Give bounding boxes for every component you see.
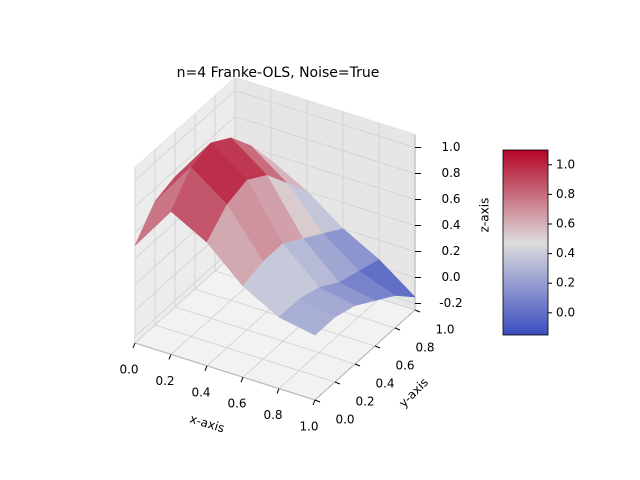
colorbar-tick-label: 0.0 (556, 305, 575, 319)
x-tick (312, 399, 316, 406)
grid-line (134, 342, 316, 401)
grid-line (154, 324, 336, 383)
y-tick (394, 327, 401, 331)
x-tick-label: 0.2 (155, 374, 174, 388)
x-tick-label: 0.0 (119, 363, 138, 377)
grid-line (134, 246, 236, 337)
y-tick (354, 363, 361, 367)
x-tick (132, 342, 136, 349)
colorbar (502, 149, 549, 336)
grid-line (134, 116, 236, 207)
chart-title: n=4 Franke-OLS, Noise=True (177, 65, 380, 81)
colorbar-tick-label: 0.6 (556, 217, 575, 231)
y-tick (314, 399, 321, 403)
z-axis-label: z-axis (478, 198, 492, 233)
x-tick (240, 377, 244, 383)
surface-patch (278, 298, 336, 336)
x-tick-label: 1.0 (299, 420, 318, 434)
x-tick-label: 0.4 (191, 385, 210, 399)
grid-line (234, 90, 416, 148)
y-axis-label: y-axis (396, 375, 431, 410)
axis-labels: 0.00.20.40.60.81.0 0.00.20.40.60.81.0-0.2… (119, 140, 491, 435)
colorbar-tick-label: 0.8 (556, 187, 575, 201)
y-tick (374, 345, 381, 349)
x-tick (168, 354, 172, 360)
y-tick-label: 1.0 (435, 323, 454, 337)
grid-line (234, 116, 416, 174)
y-tick-label: 0.0 (335, 413, 354, 427)
x-tick (204, 365, 208, 371)
z-tick-label: 0.2 (441, 244, 460, 258)
x-tick-label: 0.6 (227, 397, 246, 411)
z-tick-label: 0.4 (441, 218, 460, 232)
x-tick (276, 388, 280, 394)
colorbar-tick-label: 0.2 (556, 276, 575, 290)
y-tick (414, 309, 421, 313)
z-tick-label: 0.6 (441, 192, 460, 206)
x-axis-label: x-axis (188, 412, 226, 436)
y-tick-label: 0.8 (415, 341, 434, 355)
x-tick-label: 0.8 (263, 408, 282, 422)
z-tick-label: 0.0 (441, 270, 460, 284)
z-tick-label: 1.0 (441, 140, 460, 154)
surface (134, 137, 416, 336)
grid-line (134, 90, 236, 181)
grid-line (234, 142, 416, 200)
y-tick-label: 0.4 (375, 377, 394, 391)
z-tick-label: -0.2 (439, 296, 462, 310)
grid-line (174, 306, 356, 365)
grid-line (314, 309, 416, 401)
grid-line (134, 252, 236, 344)
grid-line (278, 298, 380, 389)
y-tick-label: 0.6 (395, 359, 414, 373)
z-tick-label: 0.8 (441, 166, 460, 180)
colorbar-tick-label: 1.0 (556, 157, 575, 171)
colorbar-tick-label: 0.4 (556, 246, 575, 260)
y-tick-label: 0.2 (355, 395, 374, 409)
y-tick (334, 381, 341, 385)
